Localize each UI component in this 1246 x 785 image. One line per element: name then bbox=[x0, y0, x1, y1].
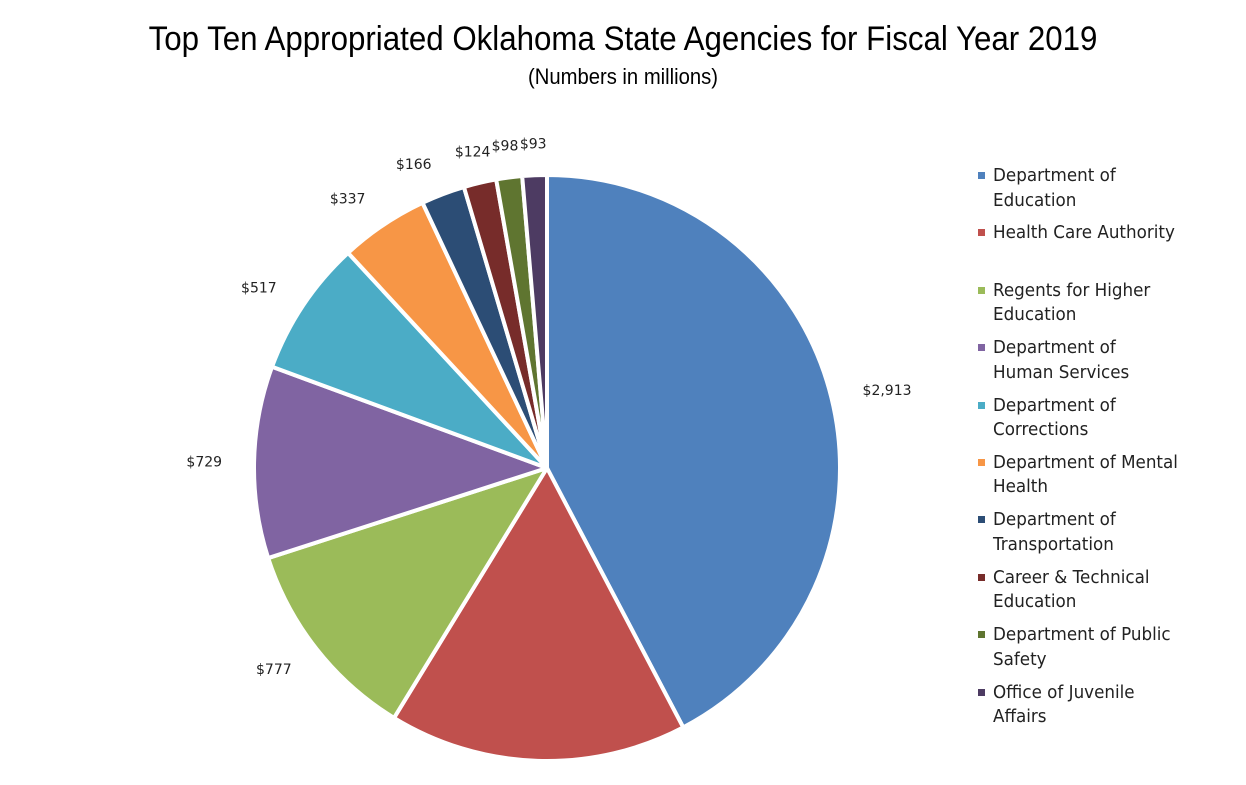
legend-label: Department of Mental Health bbox=[993, 451, 1178, 498]
legend-swatch bbox=[978, 172, 985, 179]
legend-label: Department of Human Services bbox=[993, 337, 1130, 383]
legend-item: Department of Public Safety bbox=[978, 623, 1238, 680]
legend-swatch bbox=[978, 286, 985, 294]
legend-item: Career & Technical Education bbox=[978, 566, 1238, 623]
legend-swatch bbox=[978, 516, 985, 524]
legend-swatch bbox=[978, 344, 985, 352]
data-label: $124 bbox=[455, 145, 491, 161]
data-label: $166 bbox=[396, 157, 432, 173]
data-label: $2,913 bbox=[863, 383, 912, 399]
legend-item: Regents for Higher Education bbox=[978, 279, 1238, 336]
pie-slice bbox=[270, 250, 549, 470]
pie-slice bbox=[252, 364, 549, 561]
legend-label: Office of Juvenile Affairs bbox=[993, 681, 1135, 728]
legend-item: Department of Human Services bbox=[978, 336, 1238, 393]
data-label: $98 bbox=[492, 139, 519, 155]
legend: Department of Education Health Care Autho… bbox=[978, 164, 1238, 738]
legend-item: Health Care Authority bbox=[978, 221, 1238, 278]
chart-subtitle: (Numbers in millions) bbox=[527, 64, 719, 89]
legend-swatch bbox=[978, 573, 985, 581]
legend-swatch bbox=[978, 458, 985, 466]
legend-label: Department of Public Safety bbox=[993, 624, 1171, 670]
pie-slice bbox=[392, 466, 686, 763]
legend-swatch bbox=[978, 401, 985, 409]
legend-label: Department of Education bbox=[993, 165, 1116, 211]
legend-item: Department of Mental Health bbox=[978, 451, 1238, 508]
legend-swatch bbox=[978, 229, 985, 237]
legend-label: Regents for Higher Education bbox=[993, 279, 1151, 326]
pie-slice bbox=[266, 466, 549, 720]
legend-item: Department of Education bbox=[978, 164, 1238, 221]
pie-slice bbox=[545, 173, 842, 730]
legend-swatch bbox=[978, 631, 985, 639]
data-label: $729 bbox=[186, 454, 222, 470]
data-label: $517 bbox=[241, 281, 277, 297]
legend-label: Department of Transportation bbox=[993, 509, 1116, 555]
data-label: $93 bbox=[520, 136, 547, 152]
data-label: $777 bbox=[256, 662, 292, 678]
legend-item: Office of Juvenile Affairs bbox=[978, 681, 1238, 738]
legend-item: Department of Corrections bbox=[978, 394, 1238, 451]
chart-title: Top Ten Appropriated Oklahoma State Agen… bbox=[148, 20, 1098, 58]
data-label: $337 bbox=[330, 191, 366, 207]
legend-swatch bbox=[978, 688, 985, 696]
legend-item: Department of Transportation bbox=[978, 508, 1238, 565]
legend-label: Health Care Authority bbox=[993, 222, 1175, 244]
legend-label: Department of Corrections bbox=[993, 394, 1116, 441]
legend-label: Career & Technical Education bbox=[993, 566, 1150, 613]
pie-slice bbox=[520, 173, 549, 470]
